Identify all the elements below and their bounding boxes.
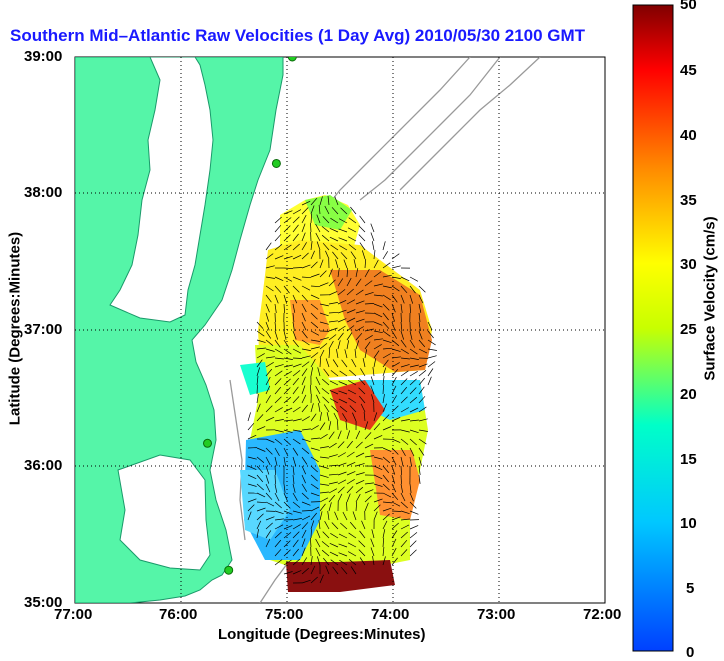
station-marker <box>225 566 233 574</box>
station-marker <box>288 53 296 61</box>
colorbar-tick-label: 5 <box>686 580 694 597</box>
colorbar-tick-label: 35 <box>680 192 697 209</box>
y-tick-label: 39:00 <box>24 48 62 65</box>
colorbar-label: Surface Velocity (cm/s) <box>702 199 719 399</box>
station-marker <box>272 159 280 167</box>
colorbar-tick-label: 30 <box>680 256 697 273</box>
y-tick-label: 36:00 <box>24 457 62 474</box>
y-tick-label: 37:00 <box>24 321 62 338</box>
x-tick-label: 75:00 <box>265 606 303 623</box>
colorbar-tick-label: 20 <box>680 386 697 403</box>
x-axis-label: Longitude (Degrees:Minutes) <box>218 626 426 643</box>
colorbar-tick-label: 45 <box>680 62 697 79</box>
colorbar-tick-label: 25 <box>680 321 697 338</box>
x-tick-label: 73:00 <box>477 606 515 623</box>
colorbar-tick-label: 0 <box>686 644 694 661</box>
x-tick-label: 72:00 <box>583 606 621 623</box>
colorbar <box>633 5 673 651</box>
station-marker <box>204 439 212 447</box>
colorbar-tick-label: 10 <box>680 515 697 532</box>
y-axis-label: Latitude (Degrees:Minutes) <box>7 214 24 444</box>
y-tick-label: 35:00 <box>24 594 62 611</box>
x-tick-label: 76:00 <box>159 606 197 623</box>
y-tick-label: 38:00 <box>24 184 62 201</box>
colorbar-tick-label: 40 <box>680 127 697 144</box>
colorbar-tick-label: 50 <box>680 0 697 13</box>
colorbar-tick-label: 15 <box>680 451 697 468</box>
x-tick-label: 74:00 <box>371 606 409 623</box>
